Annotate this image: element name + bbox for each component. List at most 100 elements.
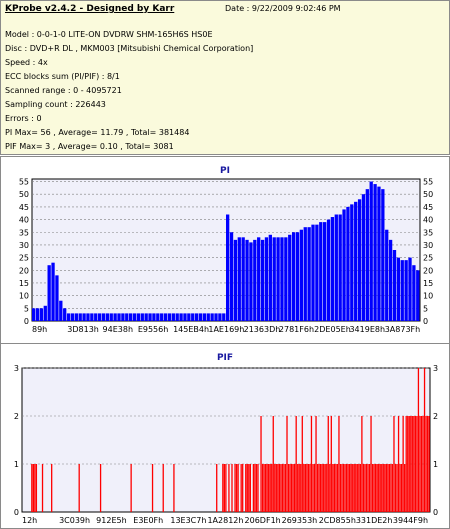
pi-bar <box>307 227 311 321</box>
pif-bar <box>246 464 248 512</box>
pif-bar <box>300 464 302 512</box>
pi-y-tick-left: 55 <box>19 178 29 187</box>
pif-bar <box>391 464 394 512</box>
pif-bar <box>423 368 426 512</box>
pi-bar <box>206 313 210 321</box>
pi-x-tick-label: 3419E8h <box>349 325 385 334</box>
pif-bar <box>225 464 227 512</box>
pif-bar <box>310 416 313 512</box>
pif-bar <box>254 464 256 512</box>
pi-x-tick-label: 3A873Fh <box>385 325 421 334</box>
pi-bar <box>334 214 338 321</box>
pi-y-tick-right: 55 <box>423 178 433 187</box>
pif-bar <box>216 464 218 512</box>
pif-bar <box>234 464 236 512</box>
pif-bar <box>382 464 384 512</box>
pif-bar <box>309 464 311 512</box>
pif-bar <box>341 464 343 512</box>
pif-bar <box>283 464 285 512</box>
pif-bar <box>324 464 326 512</box>
pif-bar <box>367 464 369 512</box>
pif-bar <box>338 416 340 512</box>
pif-bar <box>364 464 366 512</box>
pif-bar <box>326 464 328 512</box>
pif-bar <box>411 416 413 512</box>
pif-bar <box>420 416 423 512</box>
pif-bar <box>266 464 268 512</box>
pif-bar <box>294 464 296 512</box>
pif-bar <box>428 416 430 512</box>
pif-bar <box>235 464 238 512</box>
pi-y-tick-right: 50 <box>423 190 433 199</box>
pif-bar <box>252 464 255 512</box>
pif-panel: PIF 0 0 1 1 2 2 3 3 12h 3C039h 912E5h E3E0Fh 13E3C7h… <box>0 343 450 529</box>
pif-bar <box>223 464 226 512</box>
pif-bar <box>240 464 242 512</box>
pif-chart: 0 0 1 1 2 2 3 3 12h 3C039h 912E5h E3E0Fh 13E3C7h 1A28… <box>14 364 438 525</box>
pif-bar <box>349 464 351 512</box>
pif-bar <box>257 464 259 512</box>
pif-bar <box>286 416 288 512</box>
pi-bar <box>323 222 327 321</box>
pi-bar <box>388 239 393 321</box>
pi-bar <box>113 313 117 321</box>
pif-bar <box>290 464 293 512</box>
pi-y-tick-left: 35 <box>19 228 29 237</box>
pif-bar <box>319 464 322 512</box>
pif-bar <box>31 464 33 512</box>
pi-bar <box>408 257 412 321</box>
pif-bar <box>297 464 299 512</box>
pif-bar <box>339 464 342 512</box>
pi-bar <box>342 209 346 321</box>
pi-bar <box>179 313 183 321</box>
pi-bar <box>132 313 137 321</box>
pif-bar <box>275 464 277 512</box>
pi-bar <box>295 232 300 321</box>
pif-bar <box>130 464 132 512</box>
pi-bar <box>175 313 179 321</box>
pif-bar <box>151 464 154 512</box>
pi-bar <box>144 313 148 321</box>
pi-x-tick-label: 2781F6h <box>279 325 314 334</box>
pif-bar <box>34 464 36 512</box>
pif-bar <box>269 464 271 512</box>
pif-bar <box>264 464 267 512</box>
pi-bar <box>136 313 141 321</box>
pif-y-tick-left: 1 <box>14 460 19 469</box>
pif-bar <box>362 464 365 512</box>
pif-bar <box>284 464 287 512</box>
pi-bar <box>369 181 373 321</box>
pi-y-tick-left: 40 <box>19 216 29 225</box>
pif-bar <box>307 464 310 512</box>
pi-bar <box>264 237 269 321</box>
pi-bar <box>319 222 323 321</box>
pi-bar <box>218 313 222 321</box>
pi-bar <box>311 224 315 321</box>
pi-bar <box>392 250 397 321</box>
pif-bar <box>295 416 297 512</box>
pi-y-tick-left: 30 <box>19 241 29 250</box>
info-pi-summary: PI Max= 56 , Average= 11.79 , Total= 381… <box>5 128 190 137</box>
pif-bar <box>385 464 387 512</box>
pi-bar <box>90 313 94 321</box>
pi-y-tick-left: 20 <box>19 266 29 275</box>
pif-y-tick-left: 2 <box>14 412 19 421</box>
pif-bar <box>359 464 362 512</box>
pi-y-tick-left: 25 <box>19 254 29 263</box>
pi-bar <box>187 313 191 321</box>
pi-bar <box>121 313 125 321</box>
pi-bar <box>303 227 307 321</box>
pi-y-tick-right: 20 <box>423 266 433 275</box>
pif-bar <box>261 464 264 512</box>
pi-bar <box>78 313 82 321</box>
pif-x-tick-label: 1A2812h <box>207 516 243 525</box>
pif-bar <box>332 464 334 512</box>
pif-bar <box>327 416 329 512</box>
pi-x-tick-label: 3D813h <box>67 325 99 334</box>
pi-bar <box>105 313 110 321</box>
pif-bar <box>422 416 424 512</box>
pif-bar <box>222 464 224 512</box>
pi-y-tick-left: 10 <box>19 292 29 301</box>
pif-bar <box>255 464 258 512</box>
pif-bar <box>371 464 374 512</box>
